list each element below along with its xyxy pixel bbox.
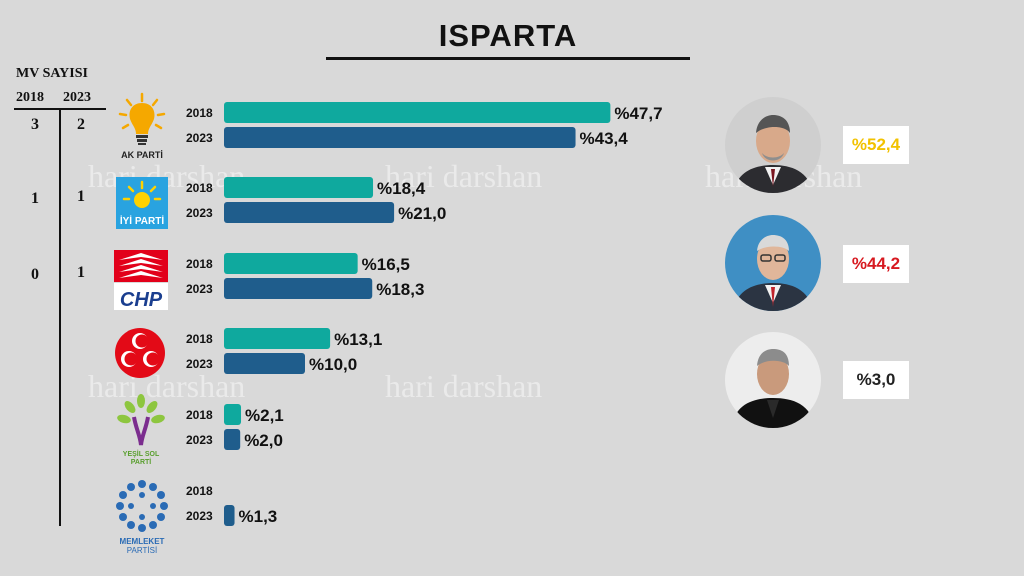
chp-logo-text: CHP: [120, 289, 163, 310]
candidate-1-result: %52,4: [843, 126, 909, 164]
title-underline: [326, 57, 690, 60]
chp-logo: CHP: [114, 250, 168, 311]
bar-year-label: 2018: [186, 181, 213, 195]
bar-value-label: %1,3: [239, 507, 278, 526]
watermark: hari darshan: [385, 158, 543, 194]
mv-akp-2018: 3: [31, 116, 39, 133]
bar-year-label: 2023: [186, 433, 213, 447]
mv-header-rule: [14, 108, 106, 110]
ysp-logo-text-2: PARTİ: [131, 458, 152, 466]
bar-value-label: %16,5: [362, 255, 410, 274]
bar-value-label: %10,0: [309, 355, 357, 374]
bar-value-label: %43,4: [580, 129, 629, 148]
bar-year-label: 2018: [186, 484, 213, 498]
ysp-logo-text-1: YEŞİL SOL: [123, 450, 160, 458]
candidate-2-result: %44,2: [843, 245, 909, 283]
mv-iyi-2018: 1: [31, 190, 39, 207]
bar-2023-1: [224, 202, 395, 223]
bar-value-label: %18,4: [377, 179, 426, 198]
bar-year-label: 2023: [186, 357, 213, 371]
bar-value-label: %2,0: [244, 431, 283, 450]
bar-2018-3: [224, 328, 331, 349]
page-title: ISPARTA: [438, 18, 578, 53]
bar-2018-4: [224, 404, 242, 425]
bar-year-label: 2018: [186, 332, 213, 346]
akp-logo-text: AK PARTİ: [121, 150, 163, 160]
bar-2018-0: [224, 102, 611, 123]
bar-value-label: %21,0: [398, 204, 446, 223]
bar-year-label: 2018: [186, 257, 213, 271]
bar-value-label: %18,3: [376, 280, 424, 299]
mv-chp-2023: 1: [77, 264, 85, 281]
bar-2023-3: [224, 353, 305, 374]
mv-divider: [59, 110, 61, 526]
bar-year-label: 2023: [186, 131, 213, 145]
candidate-3-portrait-icon: [725, 332, 821, 428]
mv-iyi-2023: 1: [77, 188, 85, 205]
bar-value-label: %2,1: [245, 406, 284, 425]
bar-value-label: %47,7: [614, 104, 662, 123]
bar-year-label: 2023: [186, 206, 213, 220]
bar-2018-1: [224, 177, 374, 198]
mv-year-2023: 2023: [63, 90, 91, 105]
mv-akp-2023: 2: [77, 116, 85, 133]
mv-header: MV SAYISI: [16, 66, 88, 81]
ysp-logo: YEŞİL SOL PARTİ: [112, 393, 170, 467]
bar-year-label: 2023: [186, 509, 213, 523]
mv-chp-2018: 0: [31, 266, 39, 283]
memleket-logo: MEMLEKET PARTİSİ: [112, 476, 172, 556]
watermark: hari darshan: [88, 368, 246, 404]
bar-2023-5: [224, 505, 235, 526]
bar-value-label: %13,1: [334, 330, 382, 349]
bar-year-label: 2018: [186, 408, 213, 422]
bar-2023-2: [224, 278, 373, 299]
iyi-logo-text: İYİ PARTİ: [120, 214, 164, 227]
watermark: hari darshan: [385, 368, 543, 404]
bar-2023-0: [224, 127, 576, 148]
memleket-logo-text-1: MEMLEKET: [120, 537, 165, 546]
bar-year-label: 2018: [186, 106, 213, 120]
bar-year-label: 2023: [186, 282, 213, 296]
candidate-1-portrait-icon: [725, 97, 821, 193]
candidate-3-result: %3,0: [843, 361, 909, 399]
mv-year-2018: 2018: [16, 90, 44, 105]
iyi-logo: İYİ PARTİ: [116, 177, 168, 229]
mhp-logo: [114, 327, 166, 379]
memleket-logo-text-2: PARTİSİ: [127, 546, 157, 555]
bar-2023-4: [224, 429, 241, 450]
bar-2018-2: [224, 253, 358, 274]
candidate-2-portrait-icon: [725, 215, 821, 311]
akp-logo: AK PARTİ: [112, 88, 172, 160]
